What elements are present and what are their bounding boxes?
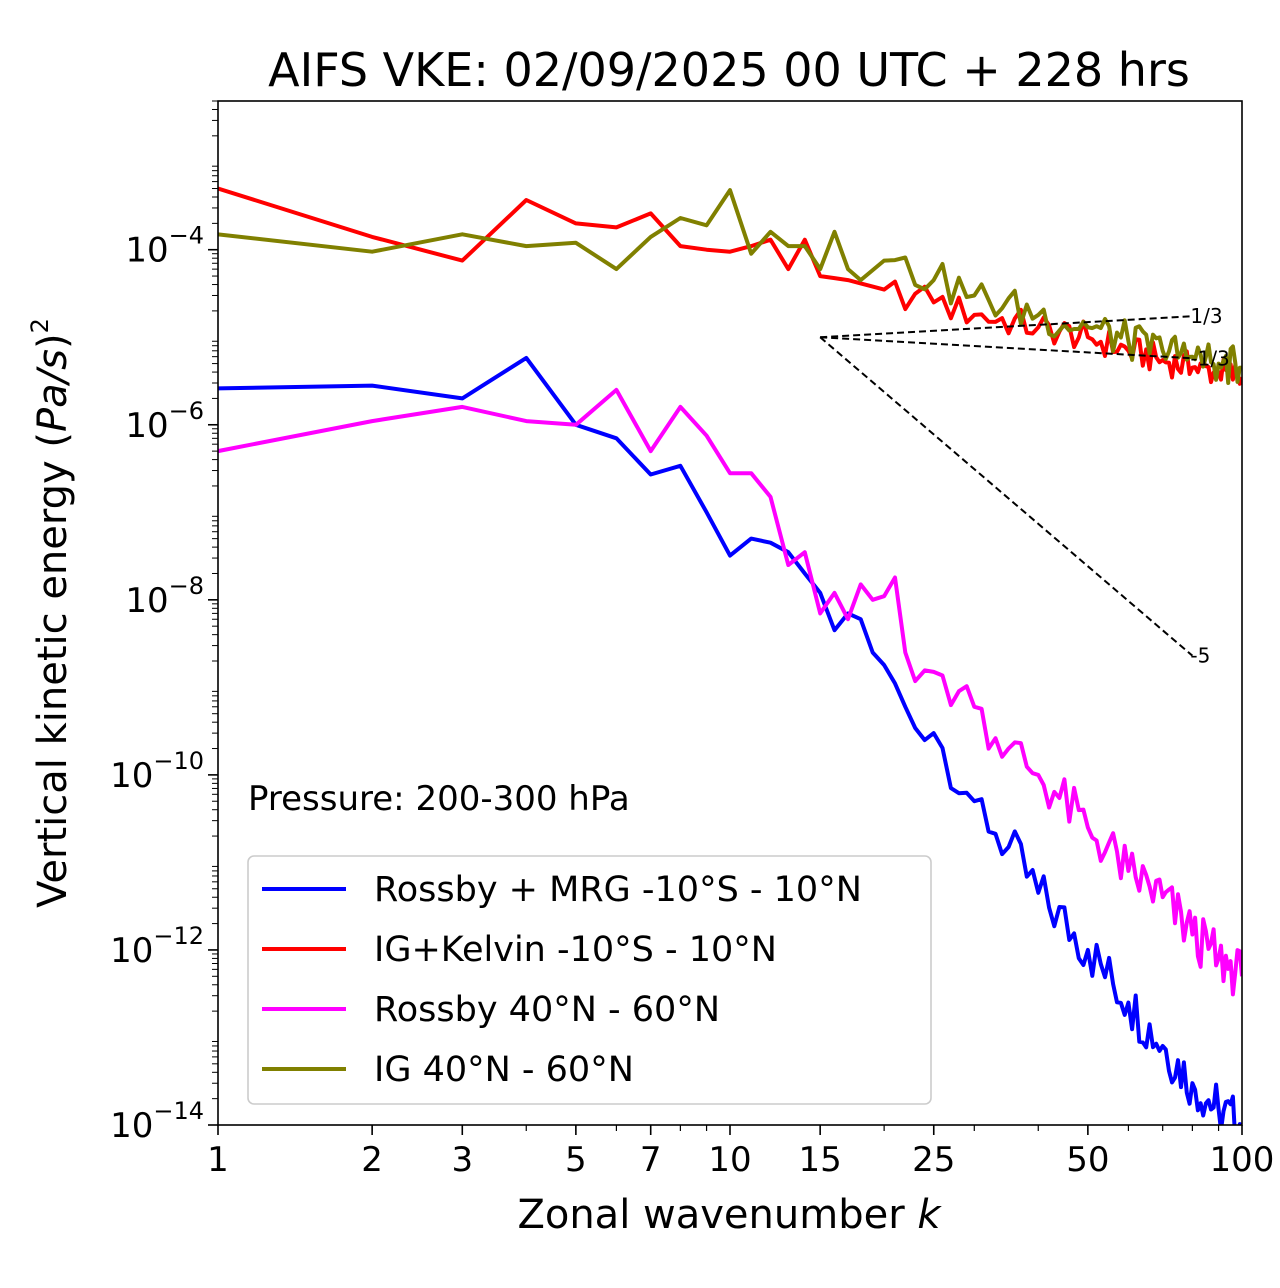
x-tick-label: 50 — [1066, 1140, 1109, 1180]
y-axis-label: Vertical kinetic energy (Pa/s)2 — [26, 318, 76, 908]
x-tick-label: 10 — [708, 1140, 751, 1180]
y-tick-label: 10−4 — [125, 222, 204, 271]
legend: Rossby + MRG -10°S - 10°N IG+Kelvin -10°S… — [247, 855, 932, 1105]
x-tick-label: 7 — [640, 1140, 662, 1180]
x-tick-label: 3 — [451, 1140, 473, 1180]
reference-slope-layer: 1/3 -1/3 -5 — [819, 304, 1230, 668]
reference-slope-label: -1/3 — [1190, 346, 1229, 370]
x-axis-label: Zonal wavenumber k — [517, 1192, 942, 1238]
x-tick-label: 5 — [565, 1140, 587, 1180]
reference-slope-label: -5 — [1190, 644, 1210, 668]
y-axis-ticks: 10−4 10−6 10−8 10−10 10−12 10−14 — [110, 100, 218, 1146]
series-line — [218, 355, 1242, 1125]
series-layer — [218, 186, 1242, 1125]
legend-label: IG+Kelvin -10°S - 10°N — [374, 930, 777, 970]
legend-box — [247, 855, 932, 1105]
reference-slope-line — [819, 336, 1194, 657]
pressure-annotation: Pressure: 200-300 hPa — [248, 779, 630, 819]
y-tick-label: 10−10 — [110, 747, 204, 796]
y-tick-label: 10−12 — [110, 922, 204, 971]
legend-label: Rossby + MRG -10°S - 10°N — [374, 870, 862, 910]
x-tick-label: 2 — [361, 1140, 383, 1180]
legend-label: Rossby 40°N - 60°N — [374, 990, 720, 1030]
reference-slope-label: 1/3 — [1190, 304, 1222, 328]
x-tick-label: 1 — [207, 1140, 229, 1180]
reference-slope-line — [820, 336, 1193, 360]
y-tick-label: 10−6 — [125, 397, 204, 446]
series-line — [218, 387, 1242, 997]
chart-title: AIFS VKE: 02/09/2025 00 UTC + 228 hrs — [268, 43, 1190, 97]
x-tick-label: 100 — [1210, 1140, 1275, 1180]
y-tick-label: 10−8 — [125, 572, 204, 621]
series-line — [218, 186, 1242, 386]
series-line — [218, 188, 1242, 385]
x-tick-label: 25 — [912, 1140, 955, 1180]
reference-slope-line — [820, 315, 1193, 339]
y-tick-label: 10−14 — [110, 1097, 204, 1146]
x-tick-label: 15 — [799, 1140, 842, 1180]
legend-label: IG 40°N - 60°N — [374, 1050, 634, 1090]
x-axis-ticks: 1 2 3 5 7 10 15 25 50 100 — [207, 1125, 1274, 1180]
